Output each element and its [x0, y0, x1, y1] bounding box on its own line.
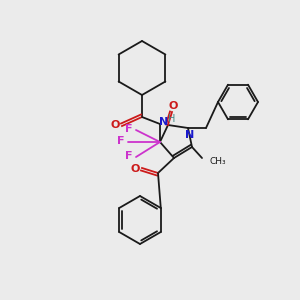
Text: CH₃: CH₃	[209, 157, 226, 166]
Text: N: N	[159, 117, 169, 127]
Text: F: F	[125, 151, 133, 161]
Text: F: F	[117, 136, 125, 146]
Text: F: F	[125, 124, 133, 134]
Text: N: N	[185, 130, 195, 140]
Text: O: O	[130, 164, 140, 174]
Text: O: O	[168, 101, 178, 111]
Text: O: O	[110, 120, 120, 130]
Text: H: H	[168, 114, 176, 124]
